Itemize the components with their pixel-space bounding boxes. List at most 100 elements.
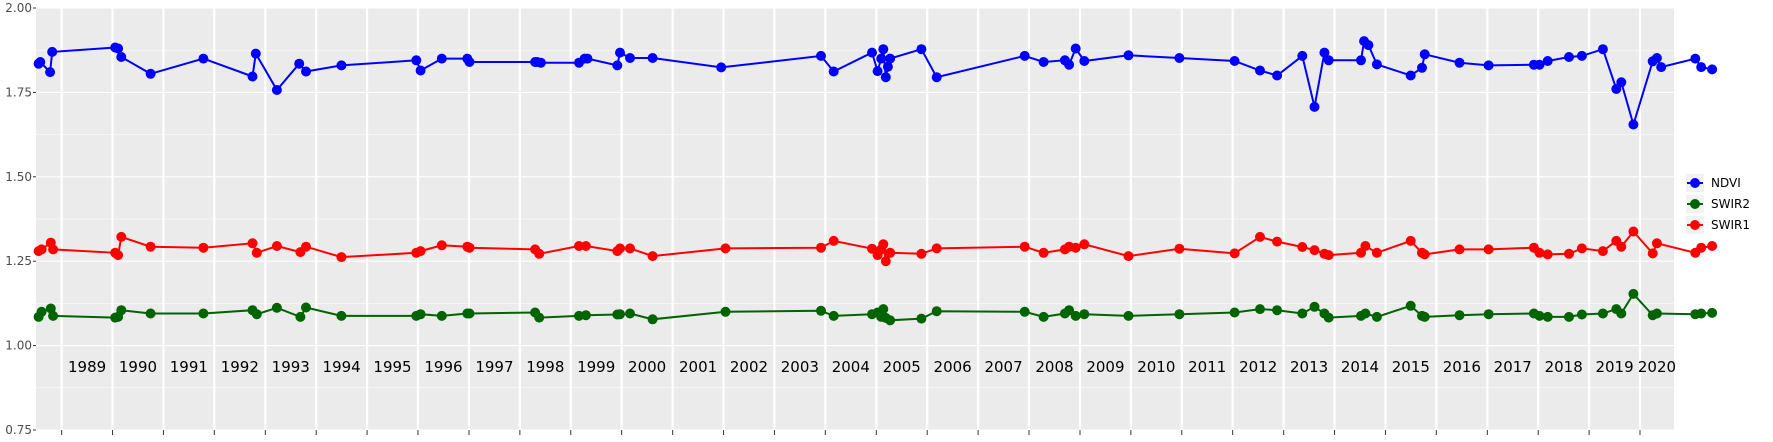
series-layer <box>33 36 1718 326</box>
data-point-swir1 <box>1483 244 1494 255</box>
data-point-swir2 <box>198 308 209 319</box>
data-point-swir1 <box>1597 246 1608 257</box>
data-point-swir2 <box>1707 307 1718 318</box>
data-point-ndvi <box>1272 70 1283 81</box>
data-point-swir2 <box>885 315 896 326</box>
data-point-ndvi <box>1419 49 1430 60</box>
data-point-ndvi <box>1371 59 1382 70</box>
data-point-swir2 <box>1542 311 1553 322</box>
data-point-ndvi <box>872 66 883 77</box>
data-point-ndvi <box>931 72 942 83</box>
minor-grid <box>36 49 1674 389</box>
data-point-swir1 <box>931 243 942 254</box>
data-point-swir1 <box>1576 243 1587 254</box>
data-point-swir1 <box>36 244 47 255</box>
data-point-swir2 <box>295 311 306 322</box>
data-point-ndvi <box>116 52 127 62</box>
data-point-swir2 <box>1019 306 1030 317</box>
year-label: 2005 <box>883 358 921 376</box>
data-point-swir2 <box>1360 308 1371 319</box>
data-point-ndvi <box>247 71 258 82</box>
data-point-swir2 <box>828 310 839 321</box>
data-point-ndvi <box>113 43 124 54</box>
data-point-ndvi <box>535 57 546 68</box>
year-label: 1999 <box>577 358 615 376</box>
data-point-ndvi <box>1690 53 1701 64</box>
data-point-ndvi <box>882 61 893 72</box>
data-point-ndvi <box>1542 56 1553 66</box>
data-point-ndvi <box>294 58 305 69</box>
data-point-swir1 <box>247 238 258 249</box>
data-point-swir1 <box>1696 242 1707 253</box>
data-point-swir2 <box>1272 305 1283 316</box>
data-point-swir2 <box>1628 288 1639 299</box>
data-point-ndvi <box>1255 65 1265 76</box>
data-point-swir2 <box>1454 310 1465 321</box>
data-point-swir1 <box>436 240 447 251</box>
data-point-swir1 <box>720 243 731 254</box>
data-point-swir1 <box>198 242 209 253</box>
data-point-swir1 <box>625 243 635 254</box>
data-point-swir2 <box>1079 309 1090 320</box>
year-label: 2017 <box>1494 358 1532 376</box>
data-point-ndvi <box>1616 77 1627 88</box>
data-point-ndvi <box>1038 57 1049 67</box>
data-point-swir2 <box>878 304 889 315</box>
data-point-swir2 <box>1038 311 1049 322</box>
data-point-swir2 <box>1405 300 1416 311</box>
data-point-swir2 <box>1564 311 1574 322</box>
year-label: 2007 <box>984 358 1022 376</box>
data-point-swir1 <box>1309 245 1320 256</box>
y-tick-label: 1.50 <box>5 170 32 184</box>
data-point-swir1 <box>1707 241 1718 251</box>
data-point-ndvi <box>916 44 927 55</box>
legend-key-point <box>1690 178 1700 188</box>
data-point-ndvi <box>1656 62 1667 73</box>
data-point-ndvi <box>1229 56 1240 66</box>
data-point-swir2 <box>1255 304 1265 315</box>
year-label: 1994 <box>323 358 361 376</box>
data-point-swir1 <box>1647 248 1658 259</box>
major-grid <box>36 7 1674 431</box>
data-point-swir2 <box>464 308 475 319</box>
y-tick-label: 1.00 <box>5 339 32 353</box>
year-label: 1997 <box>475 358 513 376</box>
year-label: 2019 <box>1595 358 1633 376</box>
year-label: 2004 <box>832 358 870 376</box>
data-point-ndvi <box>615 47 625 58</box>
data-point-swir2 <box>816 305 826 316</box>
data-point-swir1 <box>301 241 311 252</box>
data-point-swir1 <box>574 241 584 251</box>
year-label: 1996 <box>424 358 462 376</box>
data-point-ndvi <box>625 53 635 63</box>
data-point-ndvi <box>1319 47 1330 58</box>
data-point-ndvi <box>47 46 58 57</box>
data-point-ndvi <box>1564 52 1574 62</box>
data-point-swir2 <box>1070 310 1081 321</box>
data-point-ndvi <box>1417 62 1427 73</box>
data-point-swir1 <box>1272 236 1283 247</box>
data-point-ndvi <box>1405 70 1416 81</box>
data-point-swir1 <box>1297 242 1308 252</box>
year-label: 1989 <box>68 358 106 376</box>
data-point-ndvi <box>867 47 877 58</box>
year-label: 2010 <box>1137 358 1175 376</box>
data-point-ndvi <box>145 68 156 79</box>
data-point-swir2 <box>647 314 658 325</box>
data-point-swir2 <box>1576 309 1587 320</box>
data-point-swir2 <box>580 310 591 321</box>
data-point-swir2 <box>625 308 635 319</box>
year-label: 2002 <box>730 358 768 376</box>
data-point-swir2 <box>1309 301 1320 312</box>
data-point-swir1 <box>1019 241 1030 252</box>
data-point-swir2 <box>1064 305 1075 316</box>
data-point-swir1 <box>1454 244 1465 255</box>
data-point-swir2 <box>1616 308 1627 319</box>
data-point-ndvi <box>1356 55 1366 66</box>
data-point-ndvi <box>1309 101 1320 112</box>
data-point-swir2 <box>534 312 545 323</box>
data-point-swir2 <box>145 308 156 319</box>
data-point-swir2 <box>1483 309 1494 320</box>
data-point-swir1 <box>1255 231 1265 242</box>
year-label: 2006 <box>934 358 972 376</box>
